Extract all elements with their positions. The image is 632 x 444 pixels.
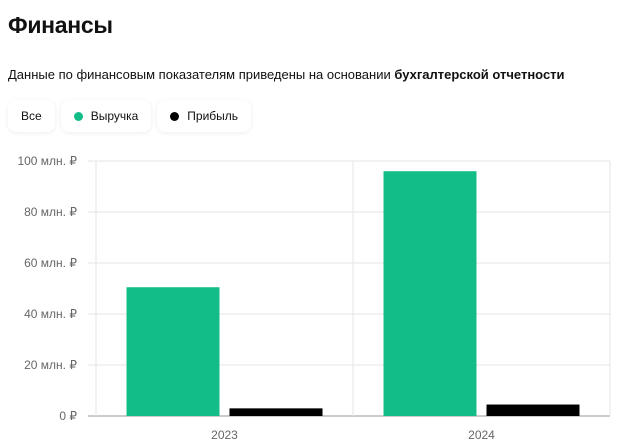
filter-all-button[interactable]: Все (8, 100, 55, 132)
chart-filters: Все Выручка Прибыль (8, 100, 252, 132)
bar-revenue-2023 (126, 287, 220, 416)
filter-revenue-button[interactable]: Выручка (60, 100, 152, 132)
x-tick-label: 2023 (211, 428, 238, 442)
y-tick-label: 0 ₽ (59, 409, 77, 423)
filter-revenue-label: Выручка (90, 109, 139, 123)
y-tick-label: 40 млн. ₽ (24, 307, 77, 321)
finance-bar-chart: 0 ₽ 20 млн. ₽ 40 млн. ₽ 60 млн. ₽ 80 млн. ₽ 1… (17, 154, 611, 442)
bar-profit-2024 (486, 404, 580, 416)
revenue-dot-icon (73, 111, 83, 121)
subtitle-text: Данные по финансовым показателям приведе… (8, 67, 395, 82)
profit-dot-icon (170, 111, 180, 121)
y-tick-label: 60 млн. ₽ (24, 256, 77, 270)
page-title: Финансы (8, 12, 113, 38)
subtitle-accounting-link: бухгалтерской отчетности (394, 67, 565, 82)
x-tick-label: 2024 (468, 428, 495, 442)
filter-profit-label: Прибыль (187, 109, 239, 123)
y-tick-label: 80 млн. ₽ (24, 205, 77, 219)
bar-revenue-2024 (383, 171, 477, 416)
bar-profit-2023 (229, 408, 323, 416)
y-tick-label: 20 млн. ₽ (24, 358, 77, 372)
y-tick-label: 100 млн. ₽ (17, 154, 77, 168)
page-subtitle: Данные по финансовым показателям приведе… (8, 67, 565, 82)
filter-profit-button[interactable]: Прибыль (157, 100, 252, 132)
filter-all-label: Все (21, 109, 42, 123)
